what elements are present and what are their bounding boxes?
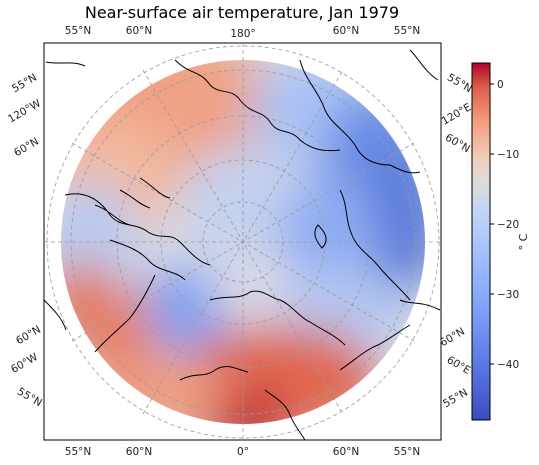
colorbar-tick-label: −10 xyxy=(497,149,519,161)
label-right-1: 55°N xyxy=(445,72,474,96)
outer-coastlines xyxy=(43,49,441,331)
map-title: Near-surface air temperature, Jan 1979 xyxy=(84,3,400,22)
colorbar-ticks: 0 −10 −20 −30 −40 xyxy=(490,79,519,371)
label-left-6: 55°N xyxy=(15,386,44,410)
coastlines xyxy=(64,59,421,441)
label-left-2: 120°W xyxy=(6,97,43,126)
colorbar-label: ° C xyxy=(517,233,530,250)
label-left-3: 60°N xyxy=(12,136,41,160)
label-right-2: 120°E xyxy=(440,101,474,127)
colorbar-gradient xyxy=(471,62,491,421)
label-left-4: 60°N xyxy=(14,324,43,348)
label-top-5: 55°N xyxy=(394,25,420,37)
label-right-5: 60°E xyxy=(445,354,473,377)
colorbar-tick-label: 0 xyxy=(497,79,504,91)
colorbar: 0 −10 −20 −30 −40 ° C xyxy=(471,62,530,421)
label-right-6: 55°N xyxy=(441,387,470,411)
colorbar-tick-label: −30 xyxy=(497,289,519,301)
colorbar-tick-label: −40 xyxy=(497,359,519,371)
label-top-1: 55°N xyxy=(65,25,91,37)
label-left-1: 55°N xyxy=(10,72,39,96)
label-top-4: 60°N xyxy=(333,25,359,37)
label-right-4: 60°N xyxy=(438,326,467,350)
colorbar-tick-label: −20 xyxy=(497,219,519,231)
label-top-3: 180° xyxy=(230,28,255,40)
label-bottom-1: 55°N xyxy=(65,446,91,458)
label-bottom-4: 60°N xyxy=(333,446,359,458)
label-bottom-5: 55°N xyxy=(394,446,420,458)
label-bottom-3: 0° xyxy=(237,446,249,458)
label-top-2: 60°N xyxy=(126,25,152,37)
label-left-5: 60°W xyxy=(9,351,41,376)
label-right-3: 60°N xyxy=(443,132,472,156)
label-bottom-2: 60°N xyxy=(126,446,152,458)
